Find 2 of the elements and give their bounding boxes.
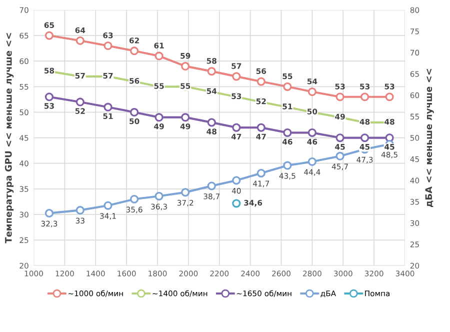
y-axis-title: Температура GPU << меньше лучше << (4, 33, 14, 244)
y2-axis-title: дБА << меньше лучше << (425, 68, 434, 208)
